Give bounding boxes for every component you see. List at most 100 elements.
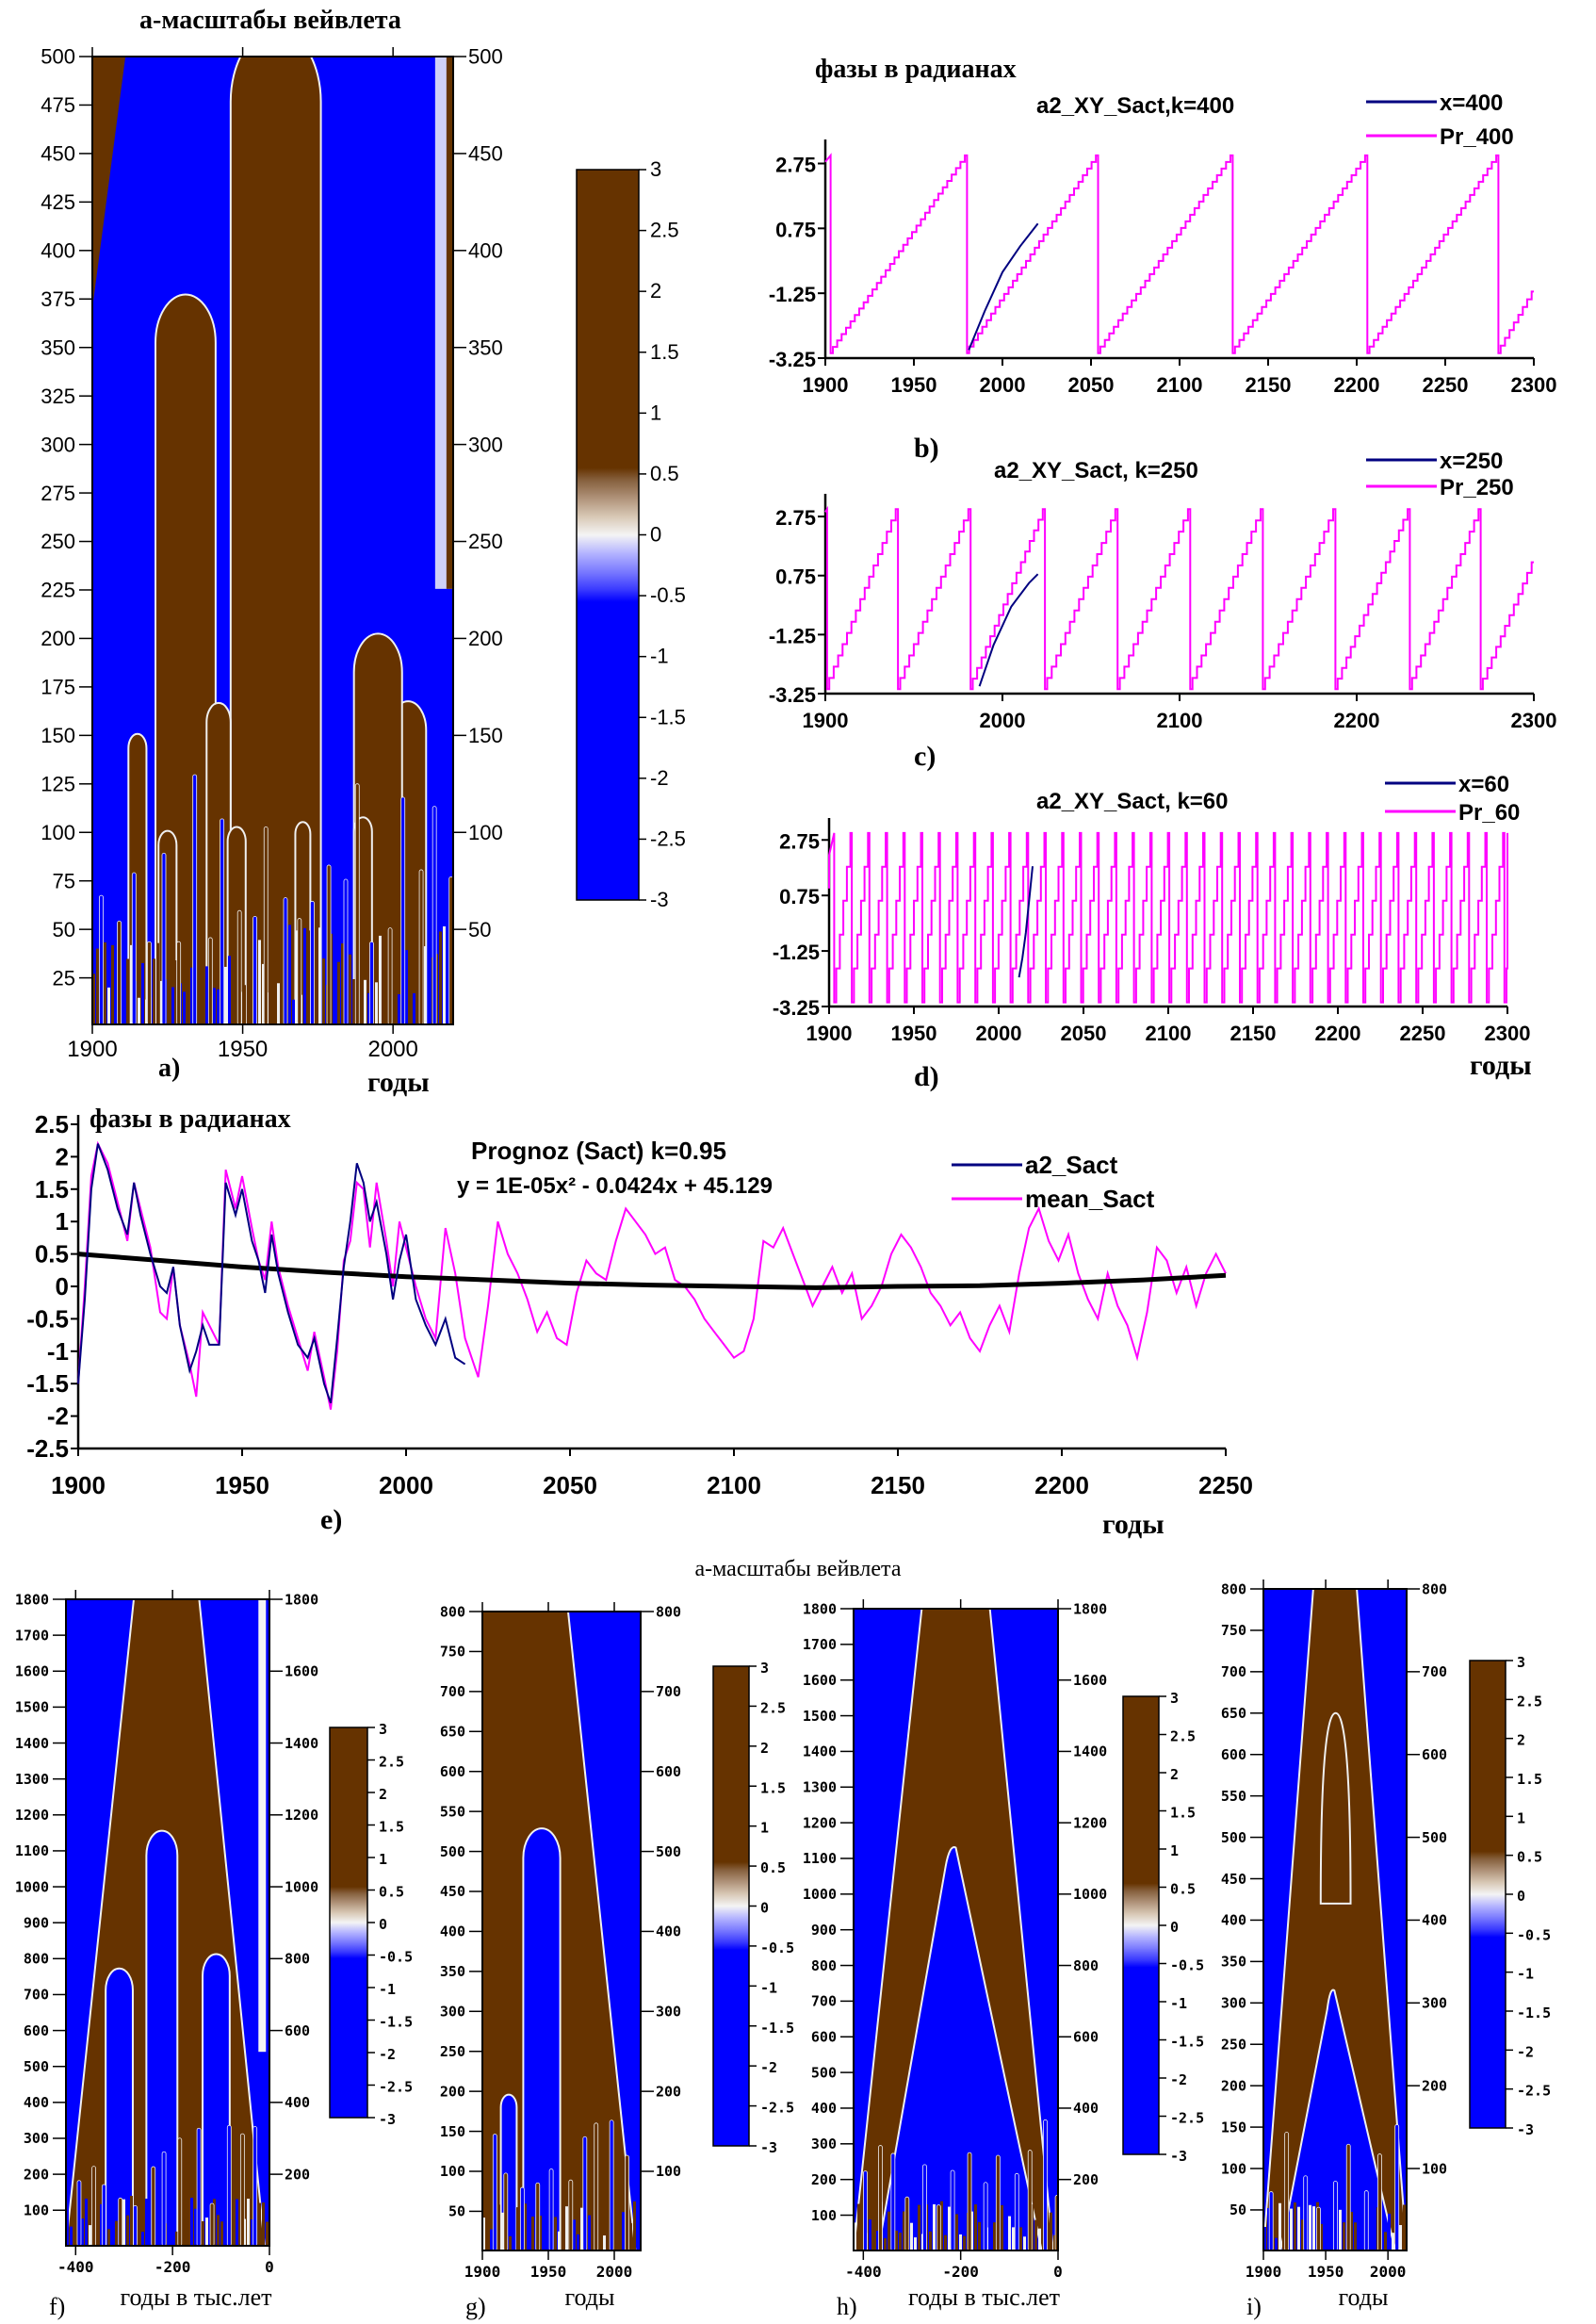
y-tick-label: 650 bbox=[1221, 1705, 1246, 1722]
phase-noise bbox=[190, 967, 193, 1024]
phase-edge-glow bbox=[258, 1599, 267, 2053]
phase-noise bbox=[341, 943, 344, 1024]
y-tick-label: 1600 bbox=[803, 1672, 837, 1689]
phase-finger-small bbox=[369, 941, 374, 1024]
y-tick-label: 150 bbox=[440, 2123, 465, 2140]
phase-noise bbox=[1327, 2212, 1330, 2250]
y-tick-label: -2 bbox=[47, 1402, 69, 1431]
y-tick-label-right: 800 bbox=[656, 1603, 681, 1620]
phase-finger-small bbox=[297, 918, 302, 1024]
y-tick-label: 50 bbox=[1230, 2201, 1246, 2218]
series-line-mean-sact bbox=[77, 1140, 1227, 1410]
y-tick-label: 150 bbox=[1221, 2119, 1246, 2136]
colorbar-tick-label: -0.5 bbox=[1517, 1926, 1551, 1943]
y-tick-label-right: 600 bbox=[1073, 2029, 1099, 2046]
phase-noise bbox=[486, 2236, 489, 2250]
x-axis-label: годы в тыс.лет bbox=[121, 2283, 272, 2311]
phase-noise bbox=[509, 2235, 512, 2250]
y-tick-label-right: 800 bbox=[285, 1951, 310, 1968]
y-tick-label: 75 bbox=[53, 869, 75, 892]
phase-finger-small bbox=[1014, 2172, 1019, 2250]
phase-noise bbox=[66, 2207, 69, 2246]
colorbar-tick-label: 2.5 bbox=[760, 1699, 786, 1716]
y-tick-label: 400 bbox=[1221, 1912, 1246, 1929]
y-tick-label-right: 400 bbox=[468, 239, 503, 263]
phase-noise bbox=[115, 2220, 118, 2246]
phase-finger-small bbox=[131, 872, 137, 1024]
phase-finger-small bbox=[239, 2133, 245, 2246]
phase-noise bbox=[130, 944, 133, 1024]
phase-map bbox=[482, 1612, 641, 2250]
y-tick-label: 475 bbox=[41, 93, 75, 117]
phase-noise bbox=[138, 2226, 140, 2246]
chart-title: a2_XY_Sact, k=250 bbox=[994, 458, 1198, 483]
colorbar-tick-label: -2.5 bbox=[650, 826, 686, 850]
chart-heading: фазы в радианах bbox=[815, 55, 1017, 84]
y-tick-label: -0.5 bbox=[26, 1304, 69, 1333]
series-line-a2-sact bbox=[77, 1143, 466, 1404]
series-line-pr-60 bbox=[828, 831, 1508, 1004]
y-tick-label: 425 bbox=[41, 190, 75, 214]
panel-label: c) bbox=[914, 741, 936, 772]
phase-finger-small bbox=[904, 2196, 910, 2250]
phase-noise bbox=[315, 941, 318, 1024]
phase-noise bbox=[497, 2204, 500, 2250]
phase-noise bbox=[273, 961, 276, 1024]
phase-noise bbox=[428, 999, 431, 1024]
panel-label: d) bbox=[914, 1061, 939, 1092]
phase-noise bbox=[367, 992, 370, 1024]
phase-noise bbox=[482, 2218, 485, 2250]
phase-noise bbox=[247, 2199, 250, 2246]
phase-noise bbox=[160, 2212, 163, 2246]
phase-noise bbox=[292, 999, 295, 1024]
panel-label: h) bbox=[837, 2293, 857, 2320]
phase-edge bbox=[446, 57, 453, 589]
y-tick-label: 450 bbox=[41, 142, 75, 166]
phase-noise bbox=[546, 2232, 549, 2250]
colorbar-tick-label: -2.5 bbox=[760, 2100, 794, 2117]
y-tick-label: 1100 bbox=[803, 1850, 837, 1867]
y-tick-label-right: 100 bbox=[1422, 2160, 1447, 2177]
colorbar-tick-label: 3 bbox=[1517, 1654, 1525, 1671]
colorbar-tick-label: 1.5 bbox=[379, 1819, 404, 1836]
phase-finger-small bbox=[967, 2152, 972, 2250]
y-tick-label-right: 200 bbox=[285, 2166, 310, 2183]
phase-map bbox=[66, 1599, 269, 2246]
x-axis-label: годы bbox=[565, 2283, 615, 2311]
y-tick-label: 800 bbox=[1221, 1580, 1246, 1597]
phase-finger-small bbox=[535, 2182, 541, 2250]
phase-map bbox=[1263, 1589, 1407, 2250]
phase-noise bbox=[944, 2234, 947, 2250]
phase-noise bbox=[539, 2216, 542, 2250]
x-tick-label: 2050 bbox=[1061, 1022, 1107, 1045]
phase-noise bbox=[982, 2236, 985, 2250]
phase-noise bbox=[1004, 2205, 1007, 2250]
y-tick-label: 1.5 bbox=[35, 1175, 69, 1203]
y-tick-label-right: 450 bbox=[468, 142, 503, 166]
phase-noise bbox=[168, 965, 171, 1024]
phase-noise bbox=[516, 2207, 519, 2250]
colorbar-tick-label: -1.5 bbox=[760, 2020, 794, 2037]
y-tick-label: 1400 bbox=[15, 1735, 49, 1752]
colorbar-tick-label: -2.5 bbox=[379, 2079, 413, 2096]
phase-noise bbox=[236, 2199, 238, 2246]
colorbar-tick-label: 3 bbox=[1170, 1690, 1179, 1707]
y-tick-label: 1800 bbox=[15, 1591, 49, 1608]
phase-noise bbox=[413, 992, 415, 1024]
y-tick-label: 350 bbox=[1221, 1954, 1246, 1971]
phase-noise bbox=[307, 930, 310, 1024]
phase-finger-small bbox=[161, 852, 167, 1024]
phase-noise bbox=[1297, 2206, 1300, 2250]
y-tick-label: 0.75 bbox=[775, 565, 816, 589]
x-tick-label: 1950 bbox=[891, 373, 937, 397]
phase-noise bbox=[168, 2225, 171, 2246]
phase-noise bbox=[187, 976, 189, 1024]
phase-noise bbox=[198, 974, 201, 1024]
colorbar-tick-label: 1 bbox=[650, 401, 661, 424]
colorbar-tick-label: -1 bbox=[650, 645, 669, 668]
phase-finger-small bbox=[503, 2172, 509, 2250]
phase-noise bbox=[1263, 2227, 1266, 2250]
colorbar-tick-label: 2 bbox=[760, 1740, 769, 1757]
phase-finger-small bbox=[207, 937, 213, 1024]
phase-noise bbox=[171, 987, 174, 1024]
